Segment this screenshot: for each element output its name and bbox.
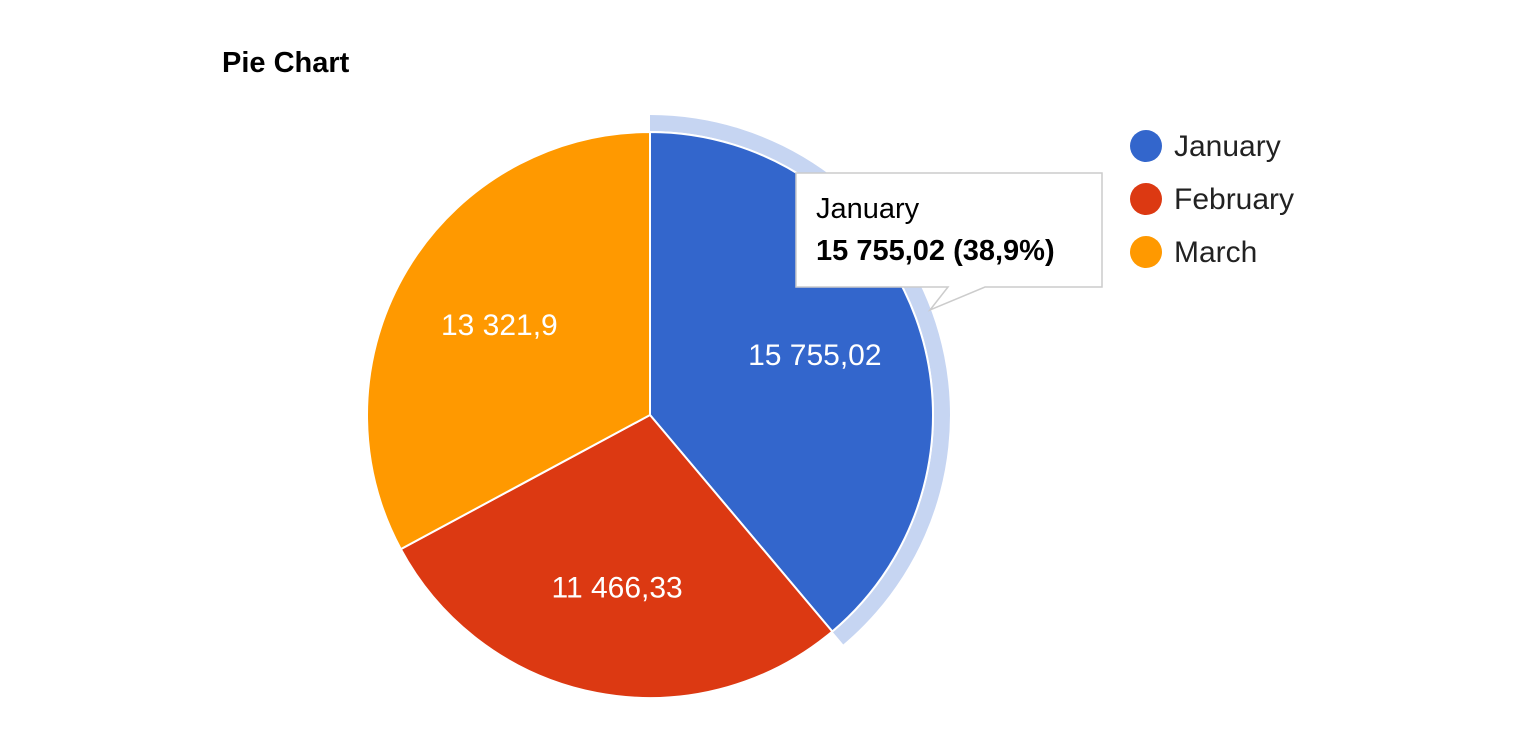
pie-slice-february[interactable] — [399, 413, 834, 699]
legend-label-february[interactable]: February — [1174, 183, 1294, 216]
legend-label-january[interactable]: January — [1174, 130, 1281, 163]
legend-marker-march[interactable] — [1130, 236, 1162, 268]
slice-label-january: 15 755,02 — [748, 339, 881, 372]
tooltip-series-name: January — [816, 193, 920, 225]
pie-slice-march[interactable] — [366, 130, 651, 551]
tooltip-value: 15 755,02 (38,9%) — [816, 235, 1055, 267]
legend: January February March — [1130, 130, 1294, 269]
legend-marker-february[interactable] — [1130, 183, 1162, 215]
tooltip: January 15 755,02 (38,9%) — [795, 172, 1103, 312]
slice-label-march: 13 321,9 — [441, 309, 558, 342]
slice-label-february: 11 466,33 — [551, 571, 682, 604]
tooltip-box — [795, 172, 1103, 312]
chart-title: Pie Chart — [222, 47, 350, 79]
legend-marker-january[interactable] — [1130, 130, 1162, 162]
slice-labels: 15 755,02 11 466,33 13 321,9 — [441, 309, 882, 604]
legend-label-march[interactable]: March — [1174, 236, 1257, 269]
